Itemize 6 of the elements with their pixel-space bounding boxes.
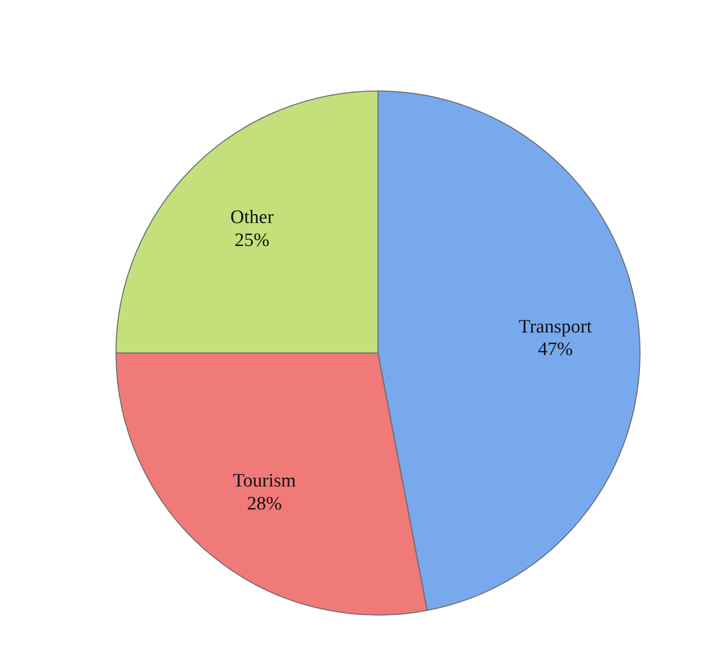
data-label: 28% (247, 493, 282, 514)
slice-label: Other (230, 207, 274, 228)
slice-label: Tourism (232, 470, 296, 492)
data-label: 47% (538, 339, 573, 360)
slice-label: Transport (518, 316, 593, 338)
data-label: 25% (234, 230, 270, 252)
